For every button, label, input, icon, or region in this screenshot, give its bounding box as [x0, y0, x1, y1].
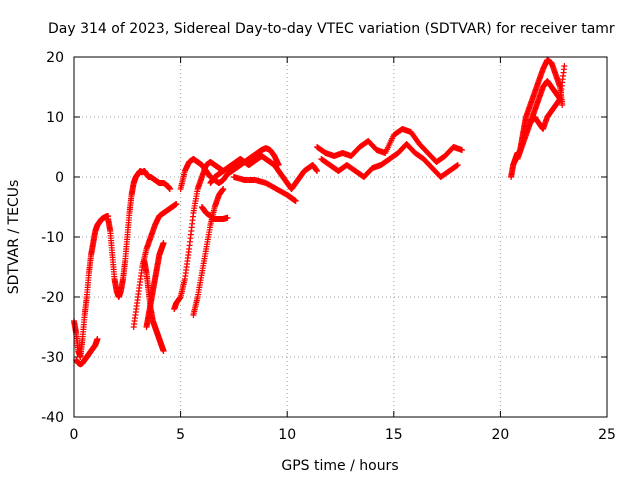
y-tick-label: -30 — [41, 350, 64, 366]
data-point — [561, 63, 568, 69]
x-tick-label: 0 — [70, 427, 79, 443]
data-point — [292, 198, 299, 204]
y-tick-label: 10 — [46, 110, 64, 126]
data-point — [454, 162, 461, 168]
y-tick-labels: 20 10 0 -10 -20 -30 -40 — [41, 50, 64, 426]
x-tick-label: 5 — [176, 427, 185, 443]
data-point — [559, 102, 566, 108]
data-point — [459, 147, 466, 153]
grid-lines — [74, 57, 607, 417]
x-tick-label: 10 — [278, 427, 296, 443]
data-point — [314, 168, 321, 174]
data-point — [220, 186, 227, 192]
data-points — [71, 57, 568, 368]
y-axis-label: SDTVAR / TECUs — [6, 180, 22, 295]
y-tick-label: -20 — [41, 290, 64, 306]
data-point — [173, 201, 180, 207]
y-tick-label: 0 — [55, 170, 64, 186]
x-tick-label: 15 — [385, 427, 403, 443]
data-point — [166, 186, 173, 192]
x-tick-label: 25 — [598, 427, 616, 443]
x-axis-label: GPS time / hours — [281, 458, 398, 474]
x-tick-label: 20 — [491, 427, 509, 443]
chart-title: Day 314 of 2023, Sidereal Day-to-day VTE… — [48, 21, 615, 37]
y-tick-label: 20 — [46, 50, 64, 66]
y-tick-label: -10 — [41, 230, 64, 246]
data-point — [94, 336, 101, 342]
data-point — [160, 240, 167, 246]
data-point — [224, 214, 231, 221]
data-point — [160, 348, 167, 354]
plot-frame — [73, 56, 608, 418]
y-tick-label: -40 — [41, 410, 64, 426]
x-tick-labels: 0 5 10 15 20 25 — [70, 427, 616, 443]
